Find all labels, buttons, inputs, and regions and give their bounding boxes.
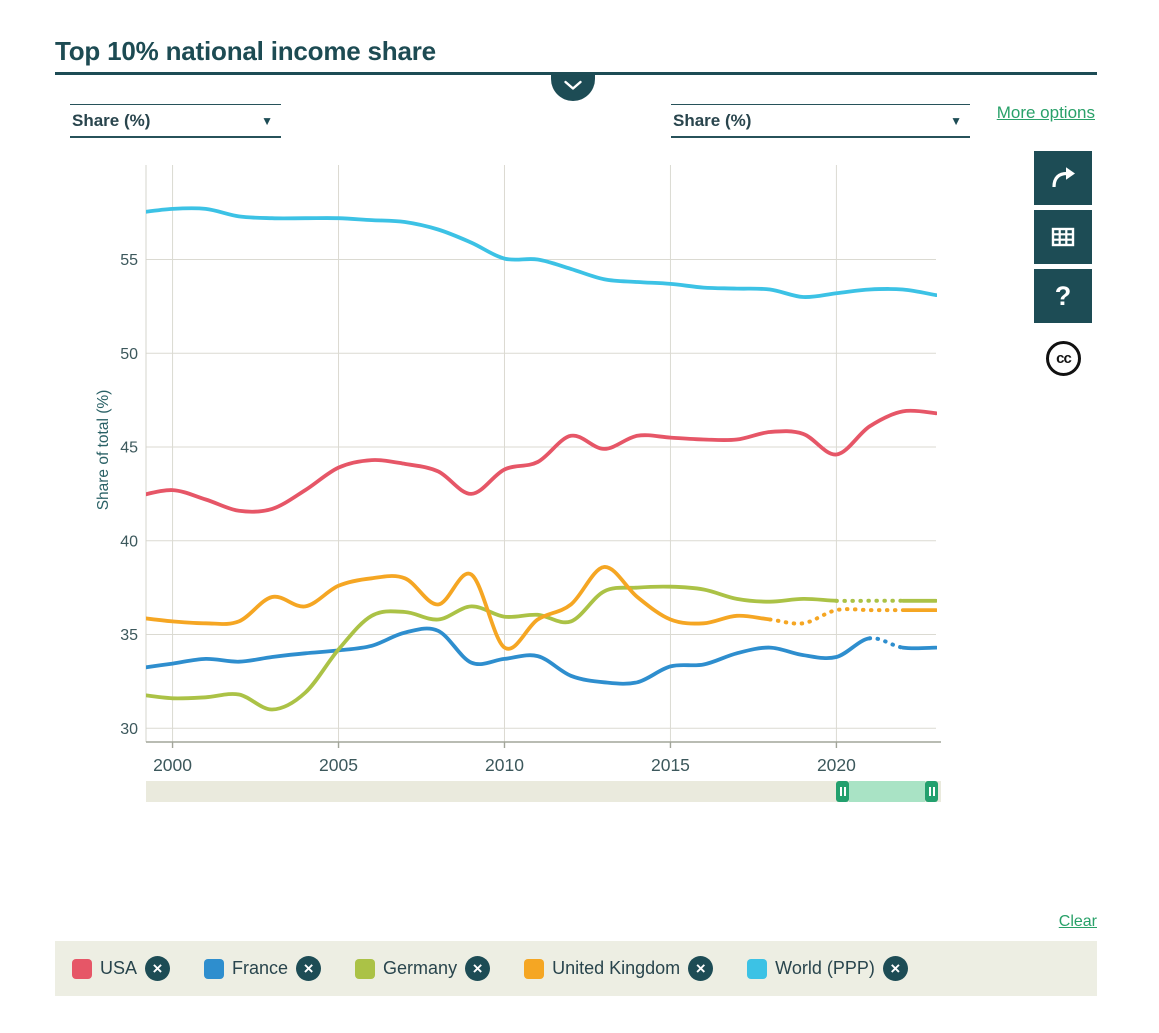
legend-swatch-world-ppp (747, 958, 768, 979)
remove-series-icon[interactable]: × (145, 956, 171, 981)
series-line-usa[interactable] (139, 408, 937, 514)
time-slider-track[interactable] (146, 781, 941, 802)
slider-grip-icon (839, 787, 846, 796)
chevron-down-icon (564, 80, 582, 90)
creative-commons-icon[interactable]: cc (1046, 341, 1081, 376)
legend-label: France (232, 958, 289, 978)
data-table-button[interactable] (1034, 210, 1092, 264)
title-divider (55, 72, 1097, 75)
page-title: Top 10% national income share (55, 36, 436, 66)
remove-series-icon[interactable]: × (296, 956, 322, 981)
legend-label: United Kingdom (552, 958, 681, 978)
dropdown-arrow-icon: ▼ (950, 113, 962, 128)
time-slider-selected-range[interactable] (849, 781, 925, 802)
y-tick-label: 45 (120, 440, 138, 457)
left-measure-value: Share (%) (72, 110, 151, 130)
y-tick-label: 35 (120, 627, 138, 644)
legend-item-usa[interactable]: USA × (72, 956, 171, 981)
y-tick-label: 55 (120, 252, 138, 269)
x-tick-label: 2000 (153, 755, 192, 775)
clear-link[interactable]: Clear (1058, 913, 1097, 930)
legend-bar: USA × France × Germany × United Kingdom × World … (55, 941, 1097, 996)
remove-series-icon[interactable]: × (882, 956, 908, 981)
legend-item-germany[interactable]: Germany × (355, 956, 491, 981)
legend-label: USA (100, 958, 138, 978)
right-measure-value: Share (%) (673, 110, 752, 130)
y-axis-title: Share of total (%) (95, 389, 112, 511)
series-line-france[interactable] (139, 626, 872, 686)
chart-canvas[interactable]: 30 35 40 45 50 55 2000 2005 2010 2015 2020 (0, 0, 1159, 800)
legend-swatch-germany (355, 958, 376, 979)
x-tick-label: 2020 (817, 755, 856, 775)
legend-label: World (PPP) (775, 958, 875, 978)
remove-series-icon[interactable]: × (465, 956, 491, 981)
question-mark-icon: ? (1054, 280, 1072, 311)
right-measure-select[interactable]: Share (%) ▼ (671, 104, 970, 138)
share-button[interactable] (1034, 151, 1092, 205)
series-line-united-kingdom[interactable] (139, 565, 772, 651)
remove-series-icon[interactable]: × (688, 956, 714, 981)
legend-item-world-ppp[interactable]: World (PPP) × (747, 956, 908, 981)
help-button[interactable]: ? (1034, 269, 1092, 323)
series-line-world-ppp[interactable] (139, 206, 937, 299)
share-arrow-icon (1052, 167, 1075, 188)
slider-grip-icon (928, 787, 935, 796)
legend-item-france[interactable]: France × (204, 956, 322, 981)
cc-label: cc (1056, 350, 1072, 367)
chart-toolbar: ? cc (1034, 151, 1092, 376)
more-options-link[interactable]: More options (996, 103, 1095, 122)
series-line-france-dotted[interactable] (867, 636, 905, 650)
legend-swatch-france (204, 958, 225, 979)
series-line-france[interactable] (900, 645, 937, 651)
y-tick-label: 30 (120, 721, 138, 738)
series-line-united-kingdom-dotted[interactable] (768, 607, 905, 626)
left-measure-select[interactable]: Share (%) ▼ (70, 104, 281, 138)
y-tick-label: 50 (120, 346, 138, 363)
legend-swatch-united-kingdom (524, 958, 545, 979)
dropdown-arrow-icon: ▼ (261, 113, 273, 128)
legend-item-united-kingdom[interactable]: United Kingdom × (524, 956, 714, 981)
legend-label: Germany (383, 958, 458, 978)
time-slider-handle-end[interactable] (925, 781, 938, 802)
x-tick-label: 2005 (319, 755, 358, 775)
table-grid-icon (1051, 227, 1075, 247)
x-tick-label: 2015 (651, 755, 690, 775)
legend-swatch-usa (72, 958, 92, 979)
y-tick-label: 40 (120, 533, 138, 550)
x-tick-label: 2010 (485, 755, 524, 775)
time-slider-handle-start[interactable] (836, 781, 849, 802)
